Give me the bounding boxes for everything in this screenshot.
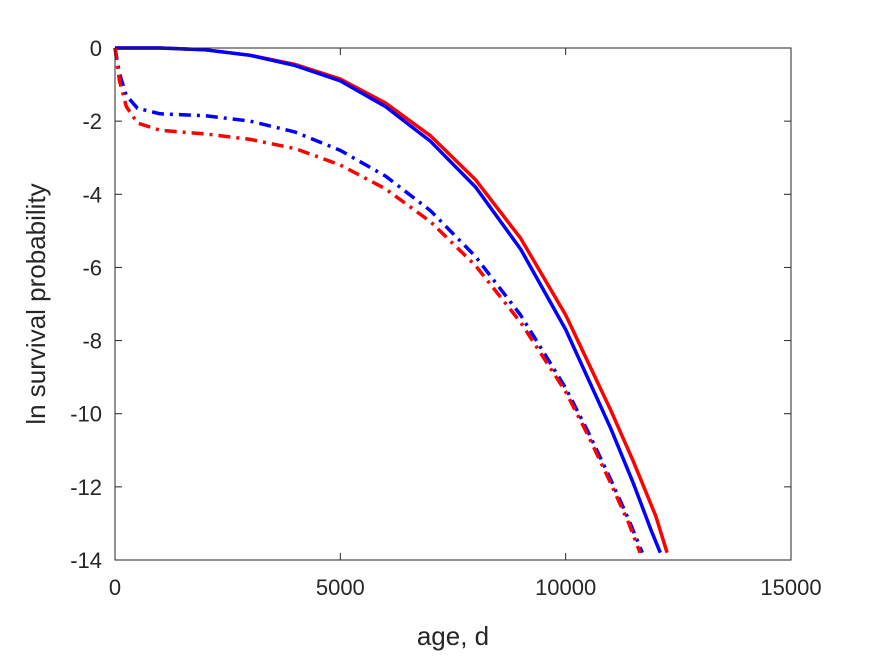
series-line-4 xyxy=(113,47,642,554)
x-tick-label: 5000 xyxy=(316,575,365,600)
y-tick-label: -14 xyxy=(70,548,102,573)
series-line-3 xyxy=(113,47,644,554)
y-tick-label: -4 xyxy=(82,182,102,207)
x-axis: 0 5000 10000 15000 xyxy=(109,48,822,600)
y-tick-label: 0 xyxy=(90,36,102,61)
series-line-1 xyxy=(115,46,669,554)
plot-frame xyxy=(114,47,792,561)
y-axis-label: ln survival probability xyxy=(21,183,51,424)
x-tick-label: 15000 xyxy=(760,575,821,600)
y-axis: 0 -2 -4 -6 -8 -10 -12 -14 xyxy=(70,36,791,573)
y-tick-label: -12 xyxy=(70,475,102,500)
series-layer xyxy=(113,46,669,554)
y-tick-label: -8 xyxy=(82,329,102,354)
x-axis-label: age, d xyxy=(417,621,489,651)
x-tick-label: 10000 xyxy=(535,575,596,600)
x-tick-label: 0 xyxy=(109,575,121,600)
y-tick-label: -10 xyxy=(70,402,102,427)
y-tick-label: -6 xyxy=(82,255,102,280)
y-tick-label: -2 xyxy=(82,109,102,134)
series-line-2 xyxy=(115,46,662,554)
